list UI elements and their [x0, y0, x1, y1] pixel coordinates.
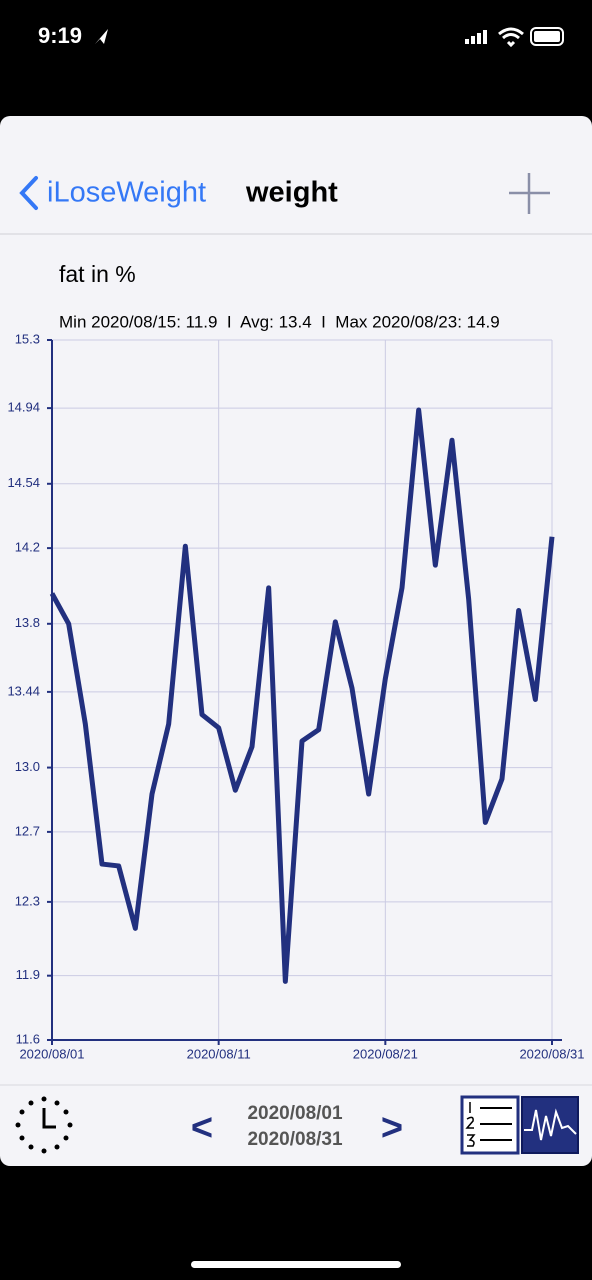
range-start: 2020/08/01	[247, 1103, 343, 1124]
y-tick-label: 12.3	[15, 893, 40, 908]
home-indicator	[191, 1261, 401, 1268]
battery-level	[534, 31, 560, 42]
y-tick-label: 13.0	[15, 759, 40, 774]
y-tick-label: 13.44	[7, 683, 40, 698]
plot: 11.6 11.9 12.3 12.7 13.0 13.44 13.8 14.2 14.54 14…	[7, 331, 584, 1061]
list-view-button[interactable]	[460, 1095, 520, 1155]
x-tick-label: 2020/08/11	[187, 1046, 251, 1061]
chart-view-button[interactable]	[521, 1096, 579, 1154]
back-button[interactable]: iLoseWeight	[47, 177, 206, 209]
y-tick-label: 12.7	[15, 823, 40, 838]
y-tick-label: 11.6	[16, 1031, 40, 1046]
y-tick-label: 14.54	[7, 475, 40, 490]
back-chevron[interactable]	[19, 176, 38, 210]
y-tick-label: 14.94	[7, 400, 40, 415]
x-tick-label: 2020/08/31	[519, 1046, 584, 1061]
battery-icon	[530, 27, 564, 46]
status-time: 9:19	[38, 23, 82, 48]
prev-button[interactable]: <	[191, 1107, 213, 1149]
add-button[interactable]	[509, 173, 550, 214]
chart-area	[0, 235, 592, 1085]
y-tick-label: 14.2	[15, 540, 40, 555]
y-tick-label: 15.3	[15, 331, 40, 346]
nav-title: weight	[245, 177, 338, 209]
y-tick-label: 13.8	[15, 615, 40, 630]
location-icon	[95, 29, 108, 44]
range-end: 2020/08/31	[247, 1129, 343, 1150]
x-tick-label: 2020/08/21	[353, 1046, 418, 1061]
next-button[interactable]: >	[381, 1107, 403, 1149]
y-tick-label: 11.9	[16, 967, 40, 982]
x-tick-label: 2020/08/01	[19, 1046, 84, 1061]
wifi-icon	[498, 27, 524, 48]
chart-summary: Min 2020/08/15: 11.9 I Avg: 13.4 I Max 2…	[59, 312, 500, 331]
signal-icon	[465, 30, 487, 44]
data-line	[49, 407, 555, 984]
clock-icon[interactable]	[15, 1096, 73, 1154]
chart-title: fat in %	[59, 261, 136, 287]
